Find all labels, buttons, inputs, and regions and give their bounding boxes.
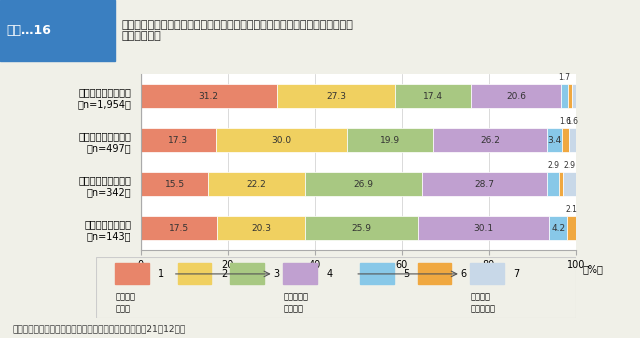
- Bar: [141, 128, 216, 152]
- FancyBboxPatch shape: [470, 263, 504, 284]
- Text: はまらない: はまらない: [470, 304, 495, 313]
- FancyBboxPatch shape: [360, 263, 394, 284]
- Text: 17.4: 17.4: [423, 92, 444, 101]
- Bar: [141, 84, 276, 108]
- Bar: [208, 172, 305, 196]
- Text: 27.3: 27.3: [326, 92, 346, 101]
- Text: 5: 5: [403, 269, 410, 279]
- Text: 4.2: 4.2: [551, 224, 565, 233]
- Text: 3.4: 3.4: [548, 136, 562, 145]
- Text: 「バランスの良い食事の頻度」と「私の日常生活は、喜びと満足を与えてくれ
る」との関係: 「バランスの良い食事の頻度」と「私の日常生活は、喜びと満足を与えてくれ る」との…: [122, 20, 353, 41]
- Text: 30.0: 30.0: [271, 136, 291, 145]
- Text: 7: 7: [514, 269, 520, 279]
- Bar: [217, 216, 305, 240]
- Text: 22.2: 22.2: [246, 180, 266, 189]
- Text: 19.9: 19.9: [380, 136, 400, 145]
- Bar: [568, 84, 572, 108]
- Text: 17.3: 17.3: [168, 136, 189, 145]
- Text: 資料：内閣府「食育の現状と意識に関する調査」（平成21年12月）: 資料：内閣府「食育の現状と意識に関する調査」（平成21年12月）: [13, 324, 186, 333]
- Bar: [567, 216, 577, 240]
- Text: よく当て: よく当て: [115, 292, 135, 301]
- Bar: [563, 172, 576, 196]
- Text: 30.1: 30.1: [474, 224, 493, 233]
- Bar: [141, 216, 217, 240]
- Text: 2.9: 2.9: [564, 161, 576, 170]
- Text: 6: 6: [461, 269, 467, 279]
- Text: 17.5: 17.5: [169, 224, 189, 233]
- X-axis label: （%）: （%）: [583, 264, 604, 274]
- Bar: [347, 128, 433, 152]
- FancyBboxPatch shape: [115, 263, 149, 284]
- Bar: [422, 172, 547, 196]
- Text: どちらとも: どちらとも: [284, 292, 308, 301]
- Bar: [471, 84, 561, 108]
- Text: 図表…16: 図表…16: [6, 24, 51, 37]
- Bar: [559, 172, 563, 196]
- Bar: [547, 128, 562, 152]
- Text: 26.2: 26.2: [481, 136, 500, 145]
- Text: 4: 4: [326, 269, 333, 279]
- Bar: [572, 84, 576, 108]
- Bar: [561, 84, 568, 108]
- Text: 2.1: 2.1: [566, 205, 578, 214]
- Bar: [418, 216, 549, 240]
- Bar: [433, 128, 547, 152]
- Bar: [141, 172, 208, 196]
- Text: はまる: はまる: [115, 304, 130, 313]
- Text: 1: 1: [159, 269, 164, 279]
- Text: 20.6: 20.6: [506, 92, 526, 101]
- FancyBboxPatch shape: [0, 0, 115, 61]
- Text: 20.3: 20.3: [251, 224, 271, 233]
- Bar: [549, 216, 567, 240]
- Bar: [305, 172, 422, 196]
- Text: 15.5: 15.5: [164, 180, 184, 189]
- Bar: [396, 84, 471, 108]
- Text: 1.6: 1.6: [566, 117, 579, 126]
- Text: 2.9: 2.9: [547, 161, 559, 170]
- Text: 31.2: 31.2: [198, 92, 219, 101]
- Bar: [216, 128, 347, 152]
- Text: 28.7: 28.7: [474, 180, 494, 189]
- Text: 2: 2: [221, 269, 227, 279]
- Bar: [547, 172, 559, 196]
- FancyBboxPatch shape: [230, 263, 264, 284]
- Bar: [562, 128, 569, 152]
- Text: 全く当て: 全く当て: [470, 292, 490, 301]
- Bar: [569, 128, 576, 152]
- FancyBboxPatch shape: [284, 263, 317, 284]
- Bar: [305, 216, 418, 240]
- Bar: [276, 84, 396, 108]
- FancyBboxPatch shape: [178, 263, 211, 284]
- FancyBboxPatch shape: [418, 263, 451, 284]
- Text: 3: 3: [274, 269, 280, 279]
- Text: 26.9: 26.9: [353, 180, 373, 189]
- Text: いえない: いえない: [284, 304, 303, 313]
- Text: 1.7: 1.7: [559, 73, 570, 82]
- Text: 1.6: 1.6: [559, 117, 572, 126]
- Text: 25.9: 25.9: [351, 224, 372, 233]
